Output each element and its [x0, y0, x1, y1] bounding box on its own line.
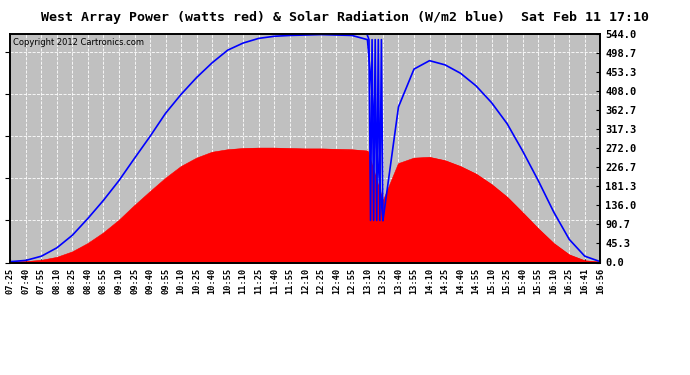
Text: Copyright 2012 Cartronics.com: Copyright 2012 Cartronics.com — [13, 38, 144, 47]
Text: West Array Power (watts red) & Solar Radiation (W/m2 blue)  Sat Feb 11 17:10: West Array Power (watts red) & Solar Rad… — [41, 11, 649, 24]
